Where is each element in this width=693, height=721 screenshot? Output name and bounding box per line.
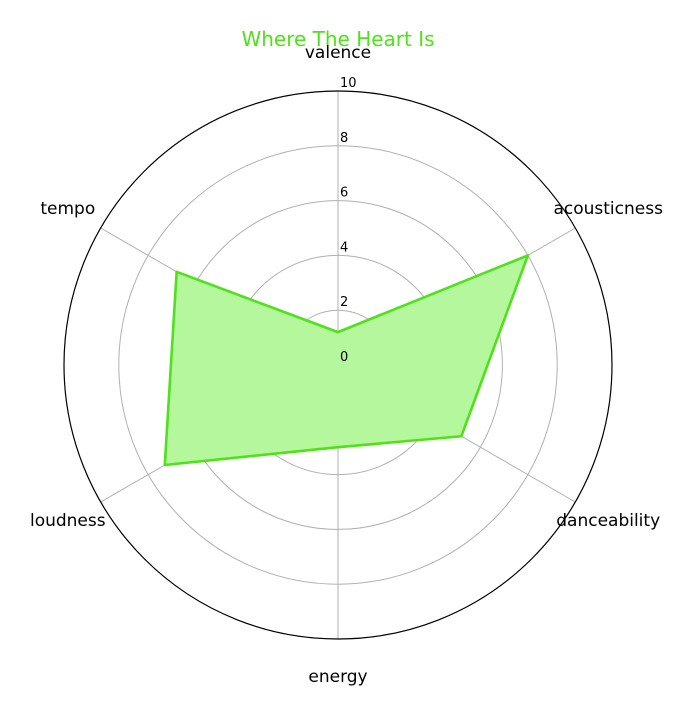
outer-frame [63,90,613,640]
axis-label-acousticness: acousticness [553,199,663,219]
axis-label-valence: valence [305,43,371,63]
tick-label-4: 4 [340,240,348,255]
tick-label-2: 2 [340,295,348,310]
radar-series [163,254,530,467]
tick-label-0: 0 [340,350,348,365]
tick-label-10: 10 [340,76,357,91]
axis-label-danceability: danceability [556,511,660,531]
series-area-0 [164,255,528,466]
tick-label-8: 8 [340,131,348,146]
chart-title: Where The Heart Is [241,27,434,51]
radial-tick-labels: 0 2 4 6 8 10 [340,76,357,365]
axis-label-loudness: loudness [30,511,106,531]
axis-labels: valence acousticness danceability energy lou… [30,43,663,687]
axis-label-tempo: tempo [40,199,95,219]
tick-label-6: 6 [340,186,348,201]
axis-label-energy: energy [308,667,367,687]
